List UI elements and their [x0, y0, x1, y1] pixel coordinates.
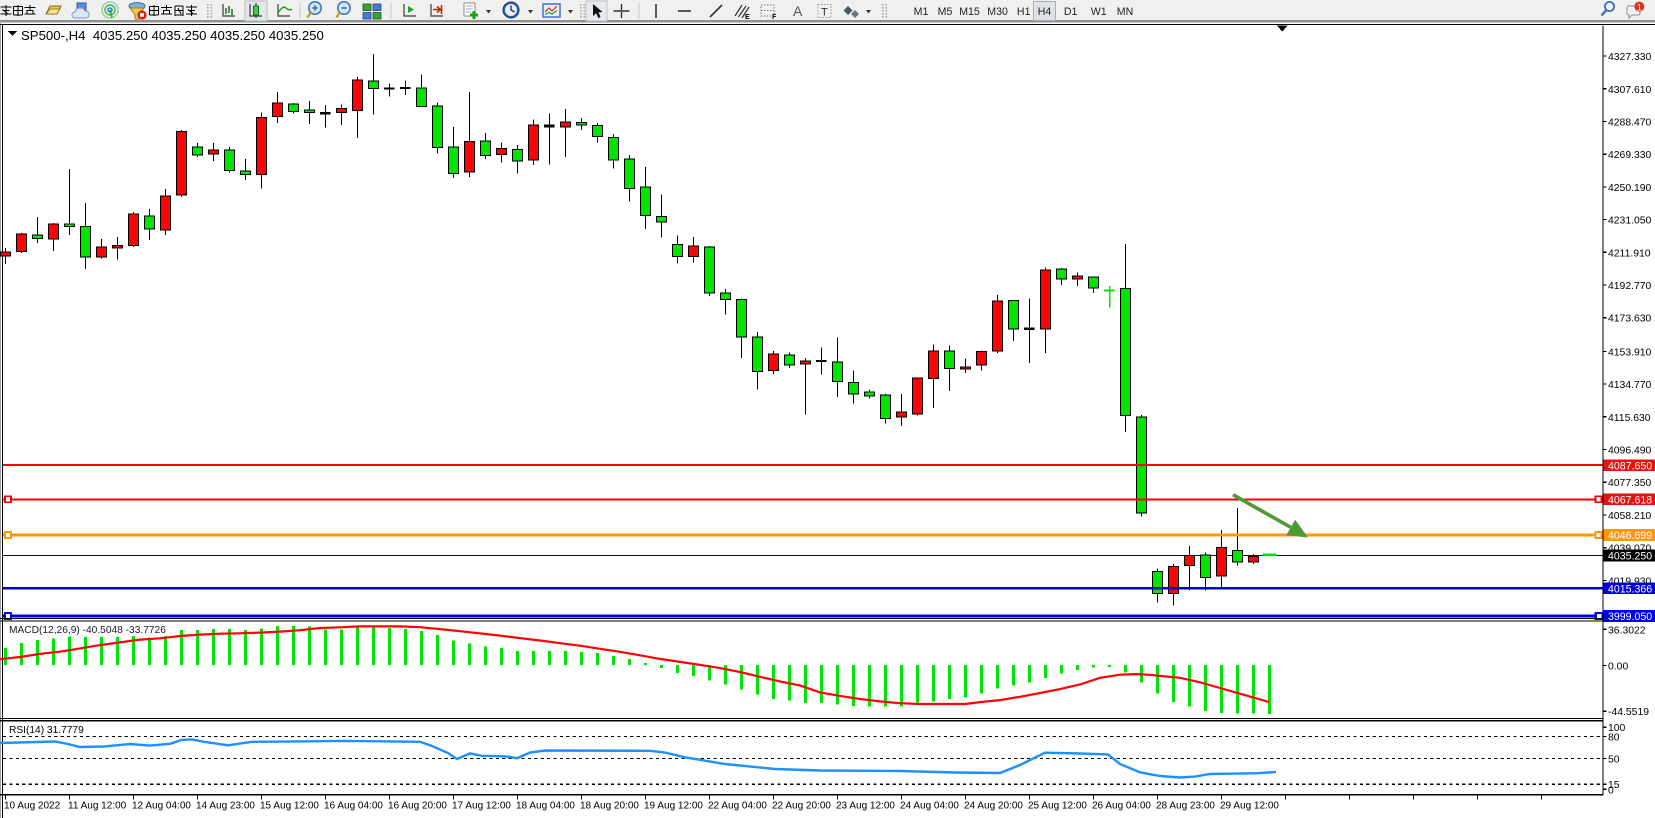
svg-text:4250.190: 4250.190	[1608, 183, 1652, 194]
svg-text:4096.490: 4096.490	[1608, 446, 1652, 457]
svg-text:26 Aug 04:00: 26 Aug 04:00	[1092, 801, 1151, 812]
svg-text:4327.330: 4327.330	[1608, 52, 1652, 63]
svg-text:T: T	[821, 7, 828, 19]
svg-text:16 Aug 20:00: 16 Aug 20:00	[388, 801, 447, 812]
svg-text:100: 100	[1608, 723, 1626, 734]
svg-text:M5: M5	[938, 6, 953, 18]
svg-text:25 Aug 12:00: 25 Aug 12:00	[1028, 801, 1087, 812]
svg-text:D1: D1	[1064, 6, 1078, 18]
svg-text:4087.650: 4087.650	[1608, 460, 1652, 472]
svg-text:H4: H4	[1038, 6, 1052, 18]
svg-text:36.3022: 36.3022	[1608, 625, 1646, 636]
svg-text:W1: W1	[1091, 6, 1107, 18]
svg-text:19 Aug 12:00: 19 Aug 12:00	[644, 801, 703, 812]
svg-text:4046.699: 4046.699	[1608, 530, 1652, 542]
svg-text:M15: M15	[959, 6, 980, 18]
svg-text:14 Aug 23:00: 14 Aug 23:00	[196, 801, 255, 812]
svg-text:4173.630: 4173.630	[1608, 314, 1652, 325]
svg-text:11 Aug 12:00: 11 Aug 12:00	[68, 801, 127, 812]
svg-text:22 Aug 20:00: 22 Aug 20:00	[772, 801, 831, 812]
svg-text:28 Aug 23:00: 28 Aug 23:00	[1156, 801, 1215, 812]
svg-text:4192.770: 4192.770	[1608, 281, 1652, 292]
svg-text:24 Aug 20:00: 24 Aug 20:00	[964, 801, 1023, 812]
svg-text:4015.366: 4015.366	[1608, 584, 1652, 596]
svg-text:16 Aug 04:00: 16 Aug 04:00	[324, 801, 383, 812]
svg-text:4269.330: 4269.330	[1608, 150, 1652, 161]
svg-text:4307.610: 4307.610	[1608, 85, 1652, 96]
svg-text:4058.210: 4058.210	[1608, 511, 1652, 522]
svg-text:0.00: 0.00	[1608, 662, 1628, 673]
svg-text:4231.050: 4231.050	[1608, 216, 1652, 227]
svg-text:4115.630: 4115.630	[1608, 413, 1651, 424]
svg-text:4067.618: 4067.618	[1608, 495, 1652, 507]
svg-text:H1: H1	[1017, 6, 1031, 18]
svg-text:SP500-,H4 4035.250 4035.250 4: SP500-,H4 4035.250 4035.250 4035.250 403…	[21, 28, 324, 43]
svg-text:0: 0	[1608, 785, 1614, 796]
svg-text:29 Aug 12:00: 29 Aug 12:00	[1220, 801, 1279, 812]
svg-text:12 Aug 04:00: 12 Aug 04:00	[132, 801, 191, 812]
svg-text:17 Aug 12:00: 17 Aug 12:00	[452, 801, 511, 812]
svg-text:3999.050: 3999.050	[1608, 611, 1652, 623]
svg-text:MACD(12,26,9) -40.5048 -33.772: MACD(12,26,9) -40.5048 -33.7726	[9, 625, 166, 636]
svg-text:M1: M1	[914, 6, 929, 18]
svg-text:-44.5519: -44.5519	[1608, 707, 1649, 718]
svg-text:4035.250: 4035.250	[1608, 551, 1652, 563]
svg-text:4153.910: 4153.910	[1608, 347, 1652, 358]
svg-text:1: 1	[1637, 2, 1642, 13]
svg-text:4134.770: 4134.770	[1608, 380, 1652, 391]
svg-text:4288.470: 4288.470	[1608, 118, 1652, 129]
svg-text:E: E	[745, 14, 750, 21]
svg-text:A: A	[793, 3, 803, 19]
svg-text:15: 15	[1608, 780, 1620, 791]
svg-text:24 Aug 04:00: 24 Aug 04:00	[900, 801, 959, 812]
svg-text:F: F	[772, 14, 777, 21]
svg-text:22 Aug 04:00: 22 Aug 04:00	[708, 801, 767, 812]
svg-text:23 Aug 12:00: 23 Aug 12:00	[836, 801, 895, 812]
svg-text:10 Aug 2022: 10 Aug 2022	[4, 801, 61, 812]
svg-text:18 Aug 04:00: 18 Aug 04:00	[516, 801, 575, 812]
svg-text:18 Aug 20:00: 18 Aug 20:00	[580, 801, 639, 812]
svg-text:4077.350: 4077.350	[1608, 478, 1652, 489]
svg-text:MN: MN	[1117, 6, 1133, 18]
svg-text:RSI(14) 31.7779: RSI(14) 31.7779	[9, 725, 84, 736]
svg-text:4039.070: 4039.070	[1608, 544, 1652, 555]
svg-text:80: 80	[1608, 732, 1620, 743]
svg-text:50: 50	[1608, 754, 1620, 765]
svg-text:15 Aug 12:00: 15 Aug 12:00	[260, 801, 319, 812]
svg-text:M30: M30	[987, 6, 1008, 18]
svg-text:4019.930: 4019.930	[1608, 576, 1652, 587]
svg-text:4211.910: 4211.910	[1608, 248, 1651, 259]
